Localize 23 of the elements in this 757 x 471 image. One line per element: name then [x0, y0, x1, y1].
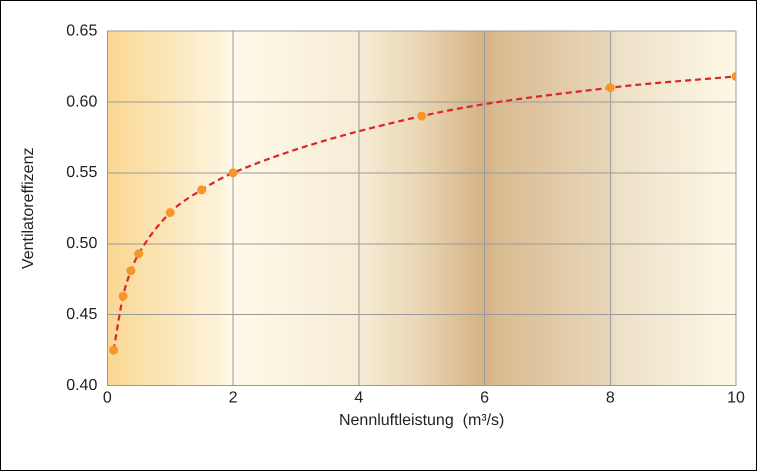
y-tick-label: 0.55 — [66, 164, 98, 182]
y-tick-label: 0.40 — [66, 377, 98, 394]
point — [166, 208, 175, 218]
point — [109, 346, 118, 355]
x-tick-label: 2 — [228, 390, 238, 407]
y-tick-label: 0.60 — [66, 93, 98, 110]
y-tick-label: 0.45 — [66, 306, 98, 324]
x-axis-title: Nennluftleistung (m³/s) — [338, 412, 504, 429]
x-tick-label: 6 — [480, 390, 490, 407]
y-tick-label: 0.50 — [66, 235, 98, 252]
x-tick-label: 0 — [102, 390, 112, 407]
point — [126, 266, 136, 276]
point — [134, 249, 144, 258]
point — [417, 112, 426, 121]
x-tick-label: 4 — [354, 390, 364, 407]
point — [197, 185, 206, 194]
x-tick-label: 8 — [606, 390, 615, 407]
x-tick-label: 10 — [727, 390, 745, 407]
y-tick-label: 0.65 — [66, 22, 98, 40]
point — [118, 292, 128, 301]
point — [228, 168, 238, 178]
point — [606, 83, 615, 92]
y-axis-title: Ventilatoreffizenz — [20, 148, 38, 270]
